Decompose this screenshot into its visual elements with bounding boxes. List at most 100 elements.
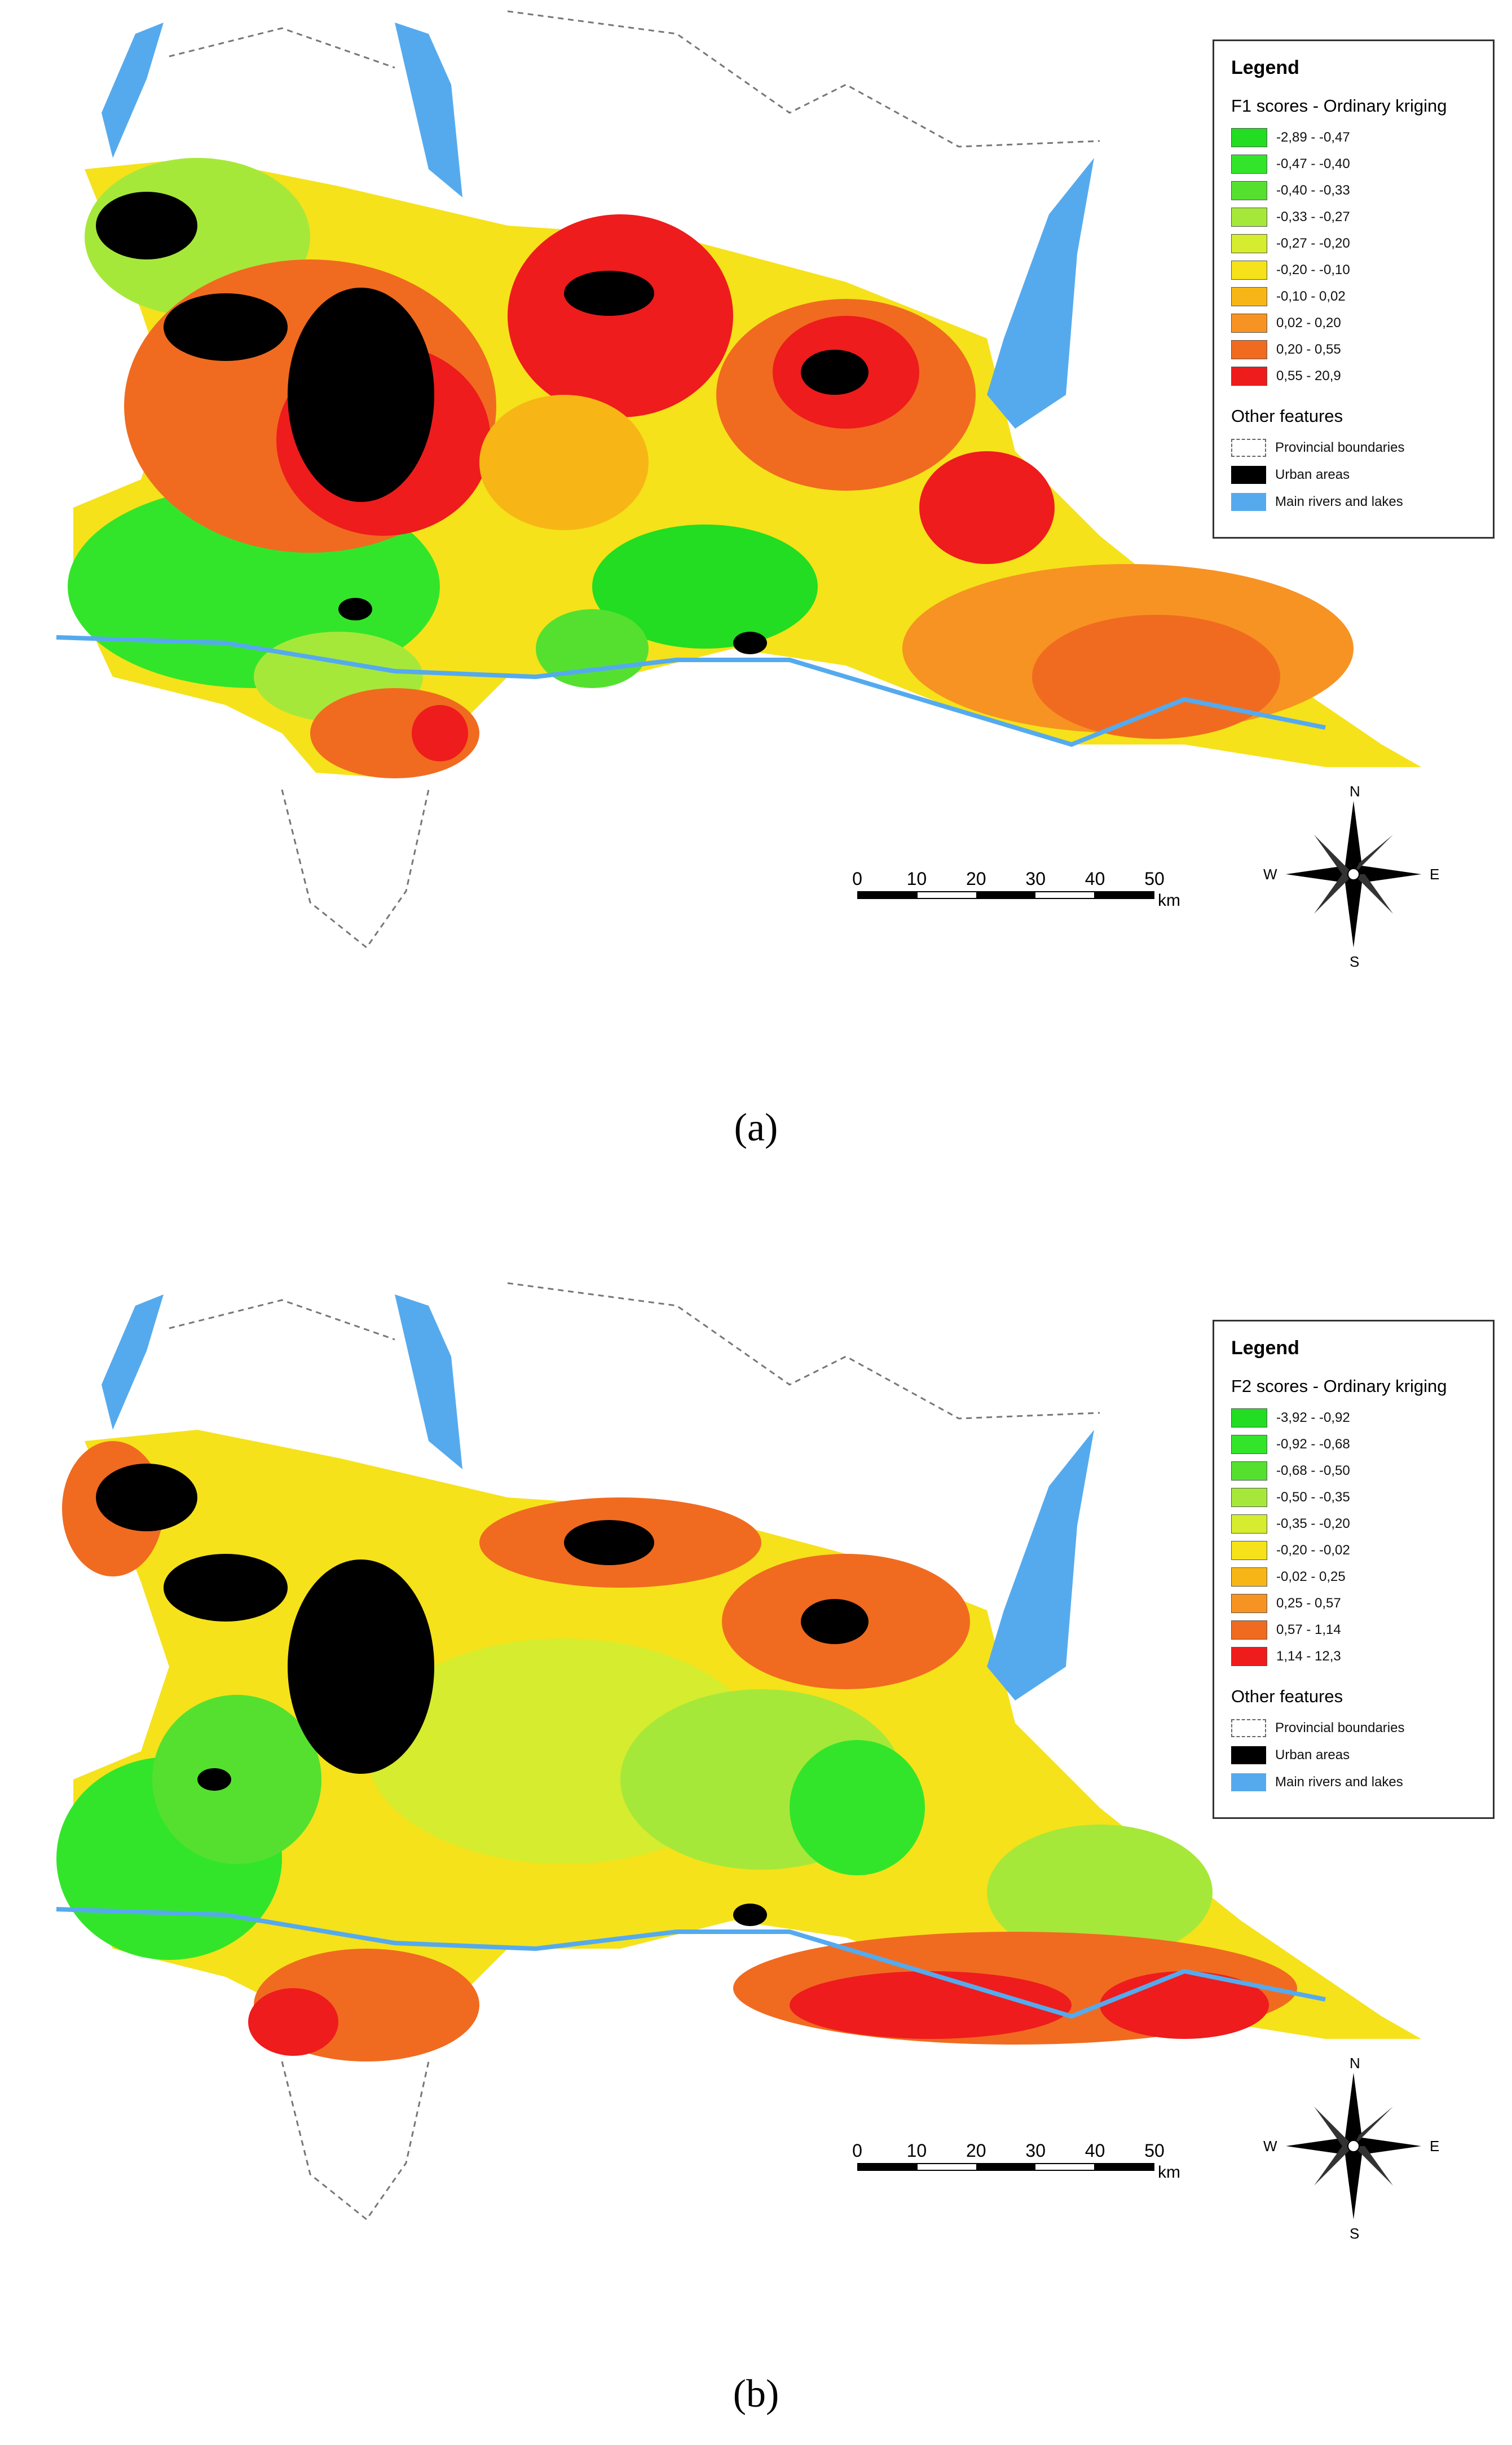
legend-range-label: -0,10 - 0,02 — [1276, 288, 1346, 304]
legend-class-row: -0,27 - -0,20 — [1231, 230, 1476, 257]
legend-range-label: -0,68 - -0,50 — [1276, 1462, 1350, 1478]
legend-class-row: 0,55 - 20,9 — [1231, 363, 1476, 389]
legend-swatch — [1231, 1620, 1267, 1640]
legend-swatch — [1231, 180, 1267, 200]
legend-title: Legend — [1231, 57, 1299, 78]
legend-class-row: -0,68 - -0,50 — [1231, 1457, 1476, 1484]
legend-swatch — [1231, 1646, 1267, 1666]
legend-class-row: -0,20 - -0,02 — [1231, 1537, 1476, 1563]
scale-segments — [857, 2163, 1154, 2171]
legend-features: Provincial boundaries Urban areas Main riv… — [1231, 434, 1476, 516]
lake-garda — [987, 1430, 1094, 1701]
scale-unit: km — [1158, 2163, 1180, 2182]
legend-swatch — [1231, 1514, 1267, 1534]
legend-swatch — [1231, 313, 1267, 333]
legend: Legend F2 scores - Ordinary kriging -3,9… — [1213, 1320, 1495, 1819]
legend-feature-swatch — [1231, 493, 1266, 511]
legend-feature-swatch — [1231, 466, 1266, 484]
river-po — [56, 635, 1326, 747]
legend-swatch — [1231, 1593, 1267, 1613]
legend-range-label: -0,50 - -0,35 — [1276, 1489, 1350, 1505]
legend-range-label: 1,14 - 12,3 — [1276, 1648, 1341, 1664]
scale-tick-label: 40 — [1085, 869, 1105, 889]
legend-range-label: -0,35 - -0,20 — [1276, 1516, 1350, 1531]
legend-feature-swatch — [1231, 1773, 1266, 1791]
legend-range-label: 0,57 - 1,14 — [1276, 1622, 1341, 1637]
scale-tick-label: 20 — [966, 869, 986, 889]
kriging-map-f1 — [56, 10, 1421, 949]
scale-tick-label: 10 — [906, 869, 927, 889]
legend-class-row: 1,14 - 12,3 — [1231, 1643, 1476, 1669]
lake-como — [395, 1294, 462, 1469]
map-panel-a: Legend F1 scores - Ordinary kriging -2,8… — [0, 0, 1512, 1049]
legend-class-row: -0,10 - 0,02 — [1231, 283, 1476, 310]
scale-tick-label: 50 — [1144, 2140, 1165, 2161]
legend-feature-row: Main rivers and lakes — [1231, 488, 1476, 516]
compass-s: S — [1350, 953, 1360, 970]
legend-swatch — [1231, 154, 1267, 174]
legend: Legend F1 scores - Ordinary kriging -2,8… — [1213, 39, 1495, 539]
legend-class-row: -2,89 - -0,47 — [1231, 124, 1476, 151]
lake-como — [395, 23, 462, 197]
river-po — [56, 1907, 1326, 2019]
legend-feature-row: Provincial boundaries — [1231, 1715, 1476, 1742]
legend-classes: -3,92 - -0,92 -0,92 - -0,68 -0,68 - -0,50 -… — [1231, 1404, 1476, 1669]
scale-tick-label: 0 — [852, 2140, 862, 2161]
legend-range-label: -0,47 - -0,40 — [1276, 156, 1350, 171]
provincial-boundaries — [169, 1282, 1100, 2221]
compass-w: W — [1263, 866, 1277, 883]
legend-range-label: -0,40 - -0,33 — [1276, 182, 1350, 198]
legend-range-label: 0,55 - 20,9 — [1276, 368, 1341, 384]
scale-tick-label: 30 — [1025, 2140, 1046, 2161]
lake-maggiore — [102, 1294, 164, 1430]
legend-range-label: -0,92 - -0,68 — [1276, 1436, 1350, 1452]
legend-range-label: -0,27 - -0,20 — [1276, 235, 1350, 251]
legend-class-row: -0,02 - 0,25 — [1231, 1563, 1476, 1590]
legend-feature-swatch — [1231, 439, 1266, 457]
scale-bar: 0 10 20 30 40 50 km — [852, 2140, 1180, 2208]
legend-features-title: Other features — [1231, 1686, 1343, 1706]
legend-feature-row: Provincial boundaries — [1231, 434, 1476, 461]
map-panel-b: Legend F2 scores - Ordinary kriging -3,9… — [0, 1272, 1512, 2321]
legend-feature-row: Main rivers and lakes — [1231, 1769, 1476, 1796]
lake-maggiore — [102, 23, 164, 158]
scale-unit: km — [1158, 891, 1180, 910]
compass-n: N — [1350, 783, 1360, 800]
legend-range-label: 0,20 - 0,55 — [1276, 341, 1341, 357]
scale-segments — [857, 891, 1154, 899]
compass-rose-icon — [1286, 801, 1421, 948]
lake-garda — [987, 158, 1094, 429]
legend-swatch — [1231, 287, 1267, 306]
legend-range-label: -0,20 - -0,10 — [1276, 262, 1350, 277]
north-arrow: N S W E — [1263, 2055, 1444, 2242]
legend-swatch — [1231, 1540, 1267, 1560]
scale-tick-label: 20 — [966, 2140, 986, 2161]
kriging-map-f2 — [56, 1282, 1421, 2221]
compass-e: E — [1430, 866, 1440, 883]
legend-swatch — [1231, 340, 1267, 359]
legend-class-row: 0,20 - 0,55 — [1231, 336, 1476, 363]
legend-range-label: -0,33 - -0,27 — [1276, 209, 1350, 224]
legend-subtitle: F2 scores - Ordinary kriging — [1231, 1376, 1447, 1396]
compass-w: W — [1263, 2138, 1277, 2155]
legend-class-row: -3,92 - -0,92 — [1231, 1404, 1476, 1431]
legend-feature-row: Urban areas — [1231, 1742, 1476, 1769]
legend-features: Provincial boundaries Urban areas Main riv… — [1231, 1715, 1476, 1796]
legend-range-label: -2,89 - -0,47 — [1276, 129, 1350, 145]
legend-range-label: 0,25 - 0,57 — [1276, 1595, 1341, 1611]
caption-b: (b) — [733, 2372, 779, 2416]
legend-feature-label: Main rivers and lakes — [1275, 494, 1403, 509]
scale-tick-label: 50 — [1144, 869, 1165, 889]
legend-swatch — [1231, 1408, 1267, 1428]
legend-feature-row: Urban areas — [1231, 461, 1476, 488]
legend-range-label: -0,20 - -0,02 — [1276, 1542, 1350, 1558]
legend-swatch — [1231, 260, 1267, 280]
provincial-boundaries — [169, 10, 1100, 949]
legend-class-row: 0,25 - 0,57 — [1231, 1590, 1476, 1616]
north-arrow: N S W E — [1263, 783, 1444, 970]
legend-swatch — [1231, 207, 1267, 227]
legend-feature-label: Provincial boundaries — [1275, 1720, 1405, 1735]
legend-class-row: -0,20 - -0,10 — [1231, 257, 1476, 283]
caption-a: (a) — [734, 1106, 778, 1149]
legend-class-row: -0,47 - -0,40 — [1231, 151, 1476, 177]
